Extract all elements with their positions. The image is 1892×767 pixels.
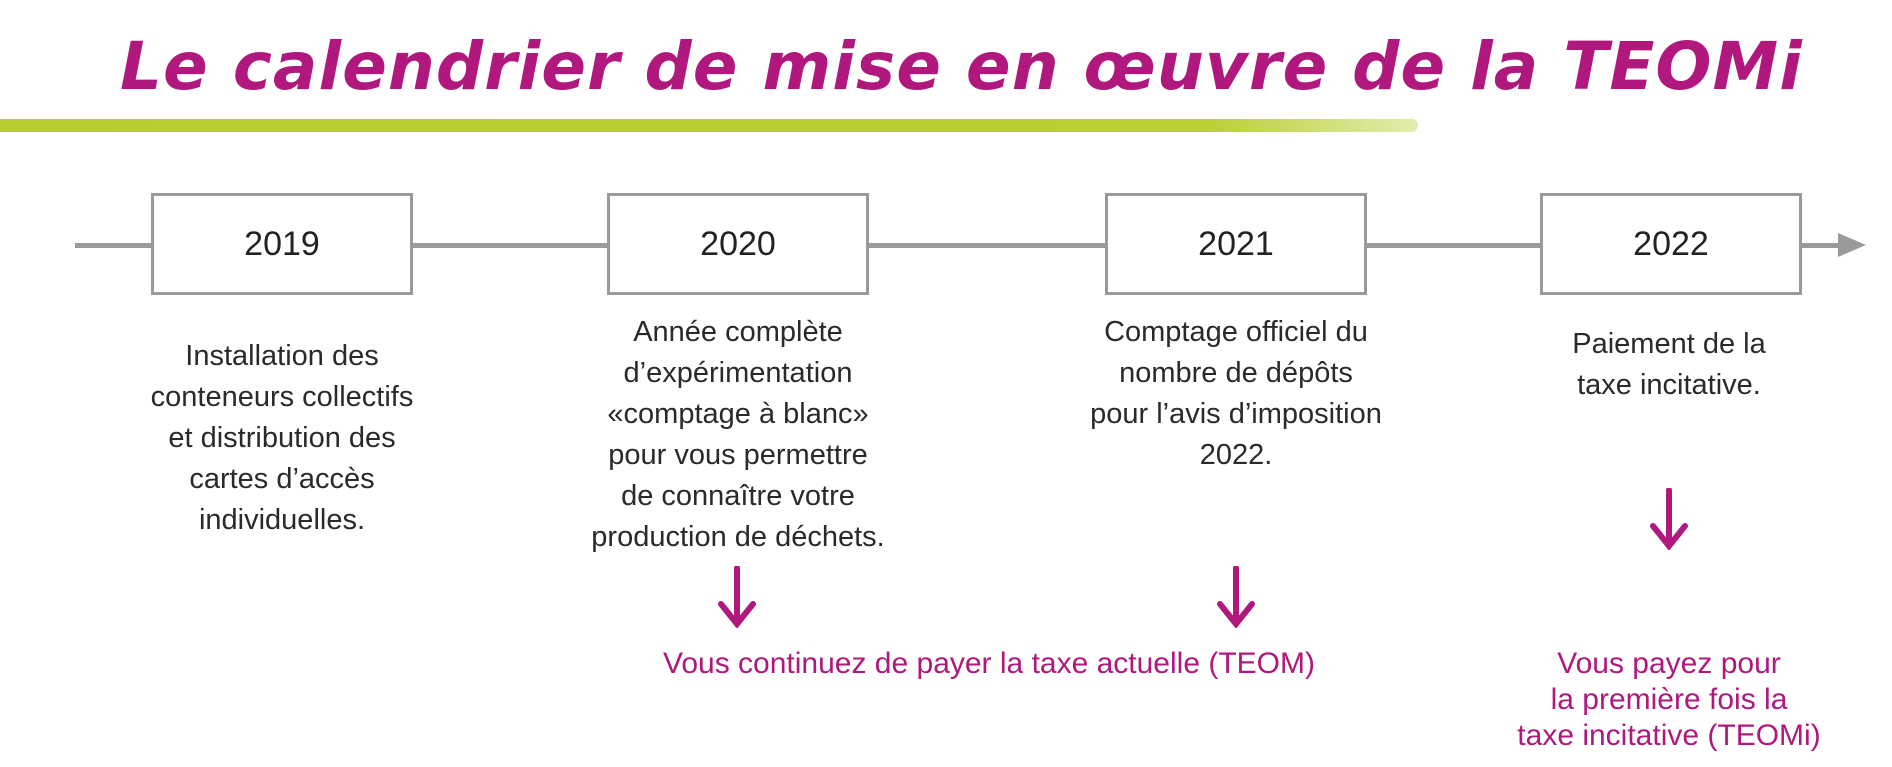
description-2021: Comptage officiel du nombre de dépôts po… [1090, 316, 1382, 471]
arrow-down-icon [1650, 488, 1688, 550]
description-2020: Année complète d’expérimentation «compta… [591, 316, 885, 553]
description-2022: Paiement de la taxe incitative. [1572, 328, 1766, 401]
title-underline-brush [0, 119, 1418, 132]
arrow-down-icon [1217, 566, 1255, 628]
year-box-2021: 2021 [1105, 193, 1367, 295]
year-box-2019: 2019 [151, 193, 413, 295]
timeline-axis [75, 243, 1845, 248]
current-tax-note: Vous continuez de payer la taxe actuelle… [662, 647, 1315, 680]
arrow-down-icon [718, 566, 756, 628]
year-box-2020: 2020 [607, 193, 869, 295]
incentive-tax-note: Vous payez pour la première fois la taxe… [1517, 647, 1821, 752]
year-box-2022: 2022 [1540, 193, 1802, 295]
timeline-arrowhead-icon [1838, 233, 1866, 257]
description-2019: Installation des conteneurs collectifs e… [150, 340, 414, 536]
page-title: Le calendrier de mise en œuvre de la TEO… [120, 28, 1803, 105]
